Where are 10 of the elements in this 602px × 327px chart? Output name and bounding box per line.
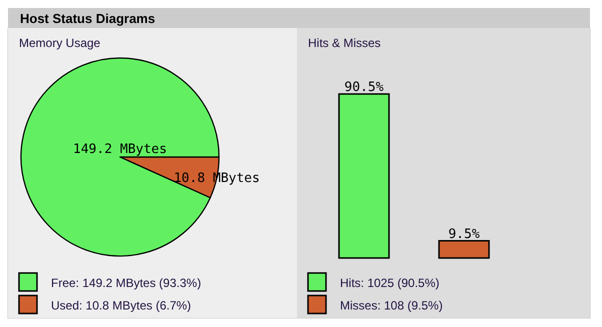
data-label: 90.5%: [344, 80, 384, 95]
data-label: 149.2 MBytes: [73, 142, 167, 157]
chart-title: Hits & Misses: [308, 36, 381, 50]
legend-label: Free: 149.2 MBytes (93.3%): [51, 276, 202, 290]
chart-title: Memory Usage: [19, 36, 101, 50]
legend-label: Misses: 108 (9.5%): [340, 298, 443, 312]
text: Host Status Diagrams: [20, 11, 156, 26]
legend-label: Used: 10.8 MBytes (6.7%): [51, 298, 192, 312]
data-label: 9.5%: [448, 226, 480, 242]
legend-label: Hits: 1025 (90.5%): [340, 276, 440, 290]
